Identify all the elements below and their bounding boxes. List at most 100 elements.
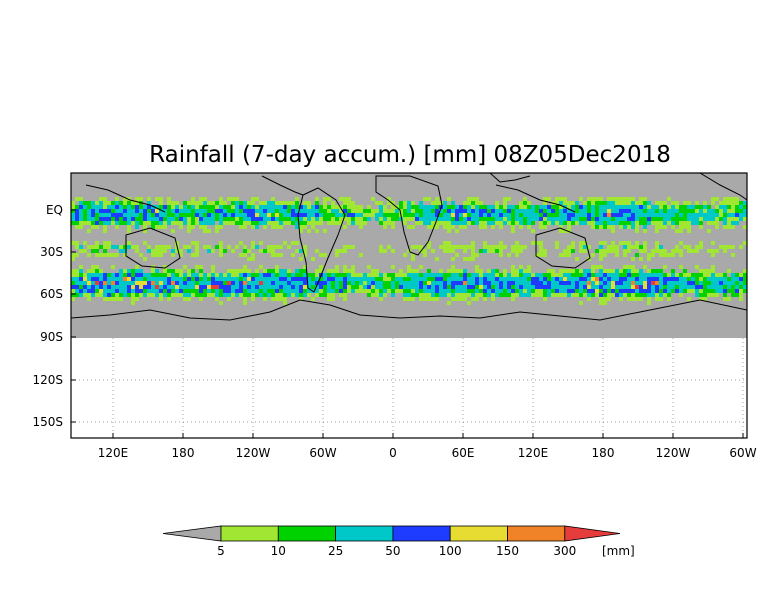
precip-cell xyxy=(551,221,555,225)
precip-cell xyxy=(171,289,175,293)
precip-cell xyxy=(491,277,495,281)
precip-cell xyxy=(659,249,663,253)
precip-cell xyxy=(523,201,527,205)
precip-cell xyxy=(683,273,687,277)
precip-cell xyxy=(343,293,347,297)
precip-cell xyxy=(519,245,523,249)
precip-cell xyxy=(463,245,467,249)
precip-cell xyxy=(615,201,619,205)
precip-cell xyxy=(499,289,503,293)
precip-cell xyxy=(523,289,527,293)
precip-cell xyxy=(459,269,463,273)
precip-cell xyxy=(739,209,743,213)
precip-cell xyxy=(127,241,131,245)
precip-cell xyxy=(655,225,659,229)
precip-cell xyxy=(583,221,587,225)
precip-cell xyxy=(219,217,223,221)
precip-cell xyxy=(91,293,95,297)
precip-cell xyxy=(291,217,295,221)
precip-cell xyxy=(175,269,179,273)
precip-cell xyxy=(575,213,579,217)
precip-cell xyxy=(279,253,283,257)
precip-cell xyxy=(171,209,175,213)
precip-cell xyxy=(527,217,531,221)
precip-cell xyxy=(599,241,603,245)
precip-cell xyxy=(727,213,731,217)
precip-cell xyxy=(171,269,175,273)
precip-cell xyxy=(607,277,611,281)
precip-cell xyxy=(79,249,83,253)
precip-cell xyxy=(467,293,471,297)
precip-cell xyxy=(503,217,507,221)
precip-cell xyxy=(379,289,383,293)
precip-cell xyxy=(239,293,243,297)
precip-cell xyxy=(139,221,143,225)
precip-cell xyxy=(523,269,527,273)
precip-cell xyxy=(639,205,643,209)
precip-cell xyxy=(359,221,363,225)
precip-cell xyxy=(415,221,419,225)
precip-cell xyxy=(619,293,623,297)
precip-cell xyxy=(275,245,279,249)
precip-cell xyxy=(659,201,663,205)
precip-cell xyxy=(663,201,667,205)
precip-cell xyxy=(91,217,95,221)
precip-cell xyxy=(719,289,723,293)
precip-cell xyxy=(599,301,603,305)
precip-cell xyxy=(287,273,291,277)
precip-cell xyxy=(227,221,231,225)
precip-cell xyxy=(199,209,203,213)
precip-cell xyxy=(391,205,395,209)
precip-cell xyxy=(159,201,163,205)
precip-cell xyxy=(667,273,671,277)
precip-cell xyxy=(271,293,275,297)
precip-cell xyxy=(391,213,395,217)
precip-cell xyxy=(279,269,283,273)
precip-cell xyxy=(135,265,139,269)
precip-cell xyxy=(251,241,255,245)
precip-cell xyxy=(139,289,143,293)
precip-cell xyxy=(279,225,283,229)
precip-cell xyxy=(663,225,667,229)
precip-cell xyxy=(603,241,607,245)
precip-cell xyxy=(291,281,295,285)
precip-cell xyxy=(631,297,635,301)
precip-cell xyxy=(203,229,207,233)
precip-cell xyxy=(115,217,119,221)
precip-cell xyxy=(359,277,363,281)
precip-cell xyxy=(647,285,651,289)
precip-cell xyxy=(219,277,223,281)
precip-cell xyxy=(683,221,687,225)
precip-cell xyxy=(387,217,391,221)
precip-cell xyxy=(231,289,235,293)
precip-cell xyxy=(107,281,111,285)
precip-cell xyxy=(371,289,375,293)
precip-cell xyxy=(587,285,591,289)
precip-cell xyxy=(239,273,243,277)
precip-cell xyxy=(131,209,135,213)
precip-cell xyxy=(343,249,347,253)
precip-cell xyxy=(639,201,643,205)
precip-cell xyxy=(743,273,747,277)
precip-cell xyxy=(427,269,431,273)
precip-cell xyxy=(647,277,651,281)
precip-cell xyxy=(635,293,639,297)
precip-cell xyxy=(631,201,635,205)
precip-cell xyxy=(647,253,651,257)
precip-cell xyxy=(235,201,239,205)
precip-cell xyxy=(307,217,311,221)
precip-cell xyxy=(195,249,199,253)
precip-cell xyxy=(635,221,639,225)
precip-cell xyxy=(279,205,283,209)
precip-cell xyxy=(327,293,331,297)
precip-cell xyxy=(215,281,219,285)
precip-cell xyxy=(159,253,163,257)
precip-cell xyxy=(619,241,623,245)
precip-cell xyxy=(491,285,495,289)
precip-cell xyxy=(651,293,655,297)
precip-cell xyxy=(135,269,139,273)
precip-cell xyxy=(167,205,171,209)
precip-cell xyxy=(663,265,667,269)
precip-cell xyxy=(567,281,571,285)
precip-cell xyxy=(643,293,647,297)
